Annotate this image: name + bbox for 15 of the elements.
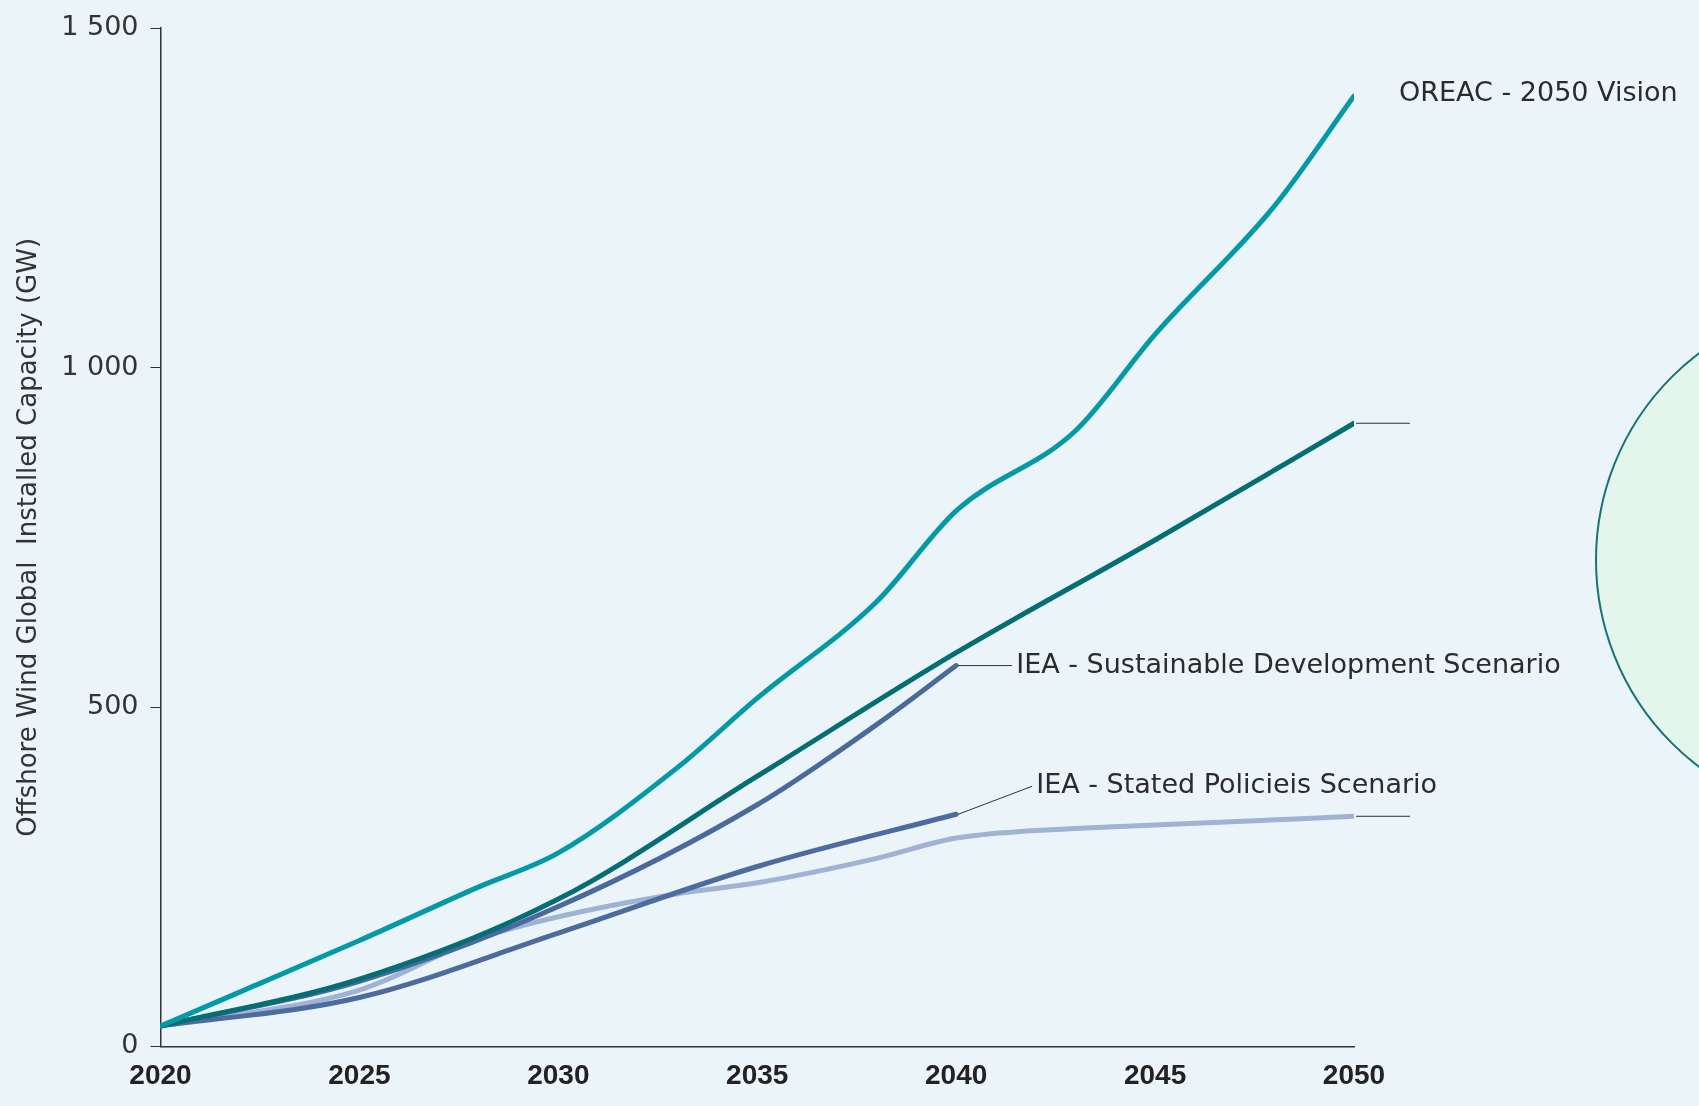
x-tick-label: 2020	[129, 1058, 192, 1090]
x-tick-label: 2050	[1322, 1058, 1386, 1090]
y-tick-label: 0	[121, 1028, 139, 1060]
y-tick-label: 1 500	[61, 10, 139, 42]
x-tick-label: 2040	[925, 1058, 988, 1090]
text: IEA - Stated Policieis Scenario	[1036, 768, 1438, 800]
x-tick-label: 2035	[726, 1058, 789, 1090]
y-tick-label: 500	[86, 689, 139, 721]
y-tick-label: 1 000	[61, 349, 139, 381]
x-tick-label: 2025	[328, 1058, 391, 1090]
x-tick-label: 2030	[527, 1058, 590, 1090]
x-tick-label: 2045	[1123, 1058, 1187, 1090]
text: IEA - Sustainable Development Scenario	[1016, 647, 1561, 679]
series-label: OREAC - 2050 Vision	[1399, 76, 1678, 108]
y-axis-title: Offshore Wind Global Installed Capacity (GW)	[12, 237, 43, 837]
